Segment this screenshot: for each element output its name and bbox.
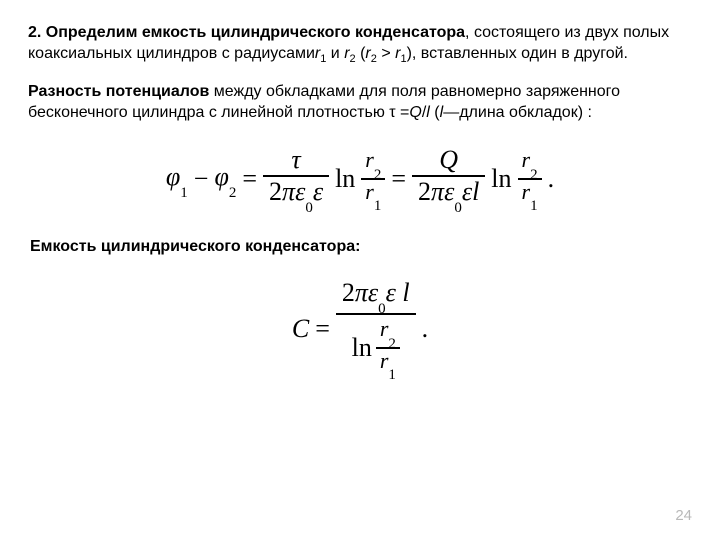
- eq2-C: C: [292, 314, 309, 344]
- eq1-eps-a: ε: [313, 177, 323, 206]
- eq2-r1sub: 1: [388, 367, 396, 383]
- eq1-l: l: [472, 177, 479, 206]
- eq2-eps: ε: [386, 278, 396, 307]
- p1-close: ), вставленных один в другой.: [407, 45, 628, 62]
- p1-lead: 2. Определим емкость цилиндрического кон…: [28, 24, 465, 41]
- eq1-two-a: 2: [269, 177, 282, 206]
- eq2-frac-r: r2 r1: [376, 317, 400, 378]
- intro-paragraph-2: Разность потенциалов между обкладками дл…: [28, 81, 692, 123]
- eq2-dot: .: [422, 314, 429, 344]
- p1-open: (: [356, 45, 366, 62]
- p2-paren-open: (: [430, 104, 440, 121]
- eq1-Q: Q: [439, 145, 458, 174]
- p2-lead: Разность потенциалов: [28, 83, 209, 100]
- p2-eq: =: [396, 104, 410, 121]
- eq1-minus: −: [194, 164, 209, 194]
- eq2-l: l: [402, 278, 409, 307]
- eq1-frac1: τ 2πε0ε: [263, 145, 329, 212]
- eq2-r2sub: 2: [388, 336, 396, 352]
- eq2-mainfrac: 2πε0ε l ln r2 r1: [336, 278, 416, 380]
- eq2-equals: =: [315, 314, 330, 344]
- eq1-r1sub-a: 1: [374, 198, 382, 214]
- eq1-frac-r-a: r2 r1: [361, 148, 385, 209]
- eq1-zero-a: 0: [305, 200, 313, 216]
- eq1-r2sub-b: 2: [530, 167, 538, 183]
- eq1-sub1: 1: [180, 185, 188, 201]
- eq1-two-b: 2: [418, 177, 431, 206]
- eq1-ln-b: ln: [491, 164, 511, 194]
- eq1-dot: .: [548, 164, 555, 194]
- intro-paragraph-1: 2. Определим емкость цилиндрического кон…: [28, 22, 692, 67]
- eq1-tau: τ: [291, 145, 300, 174]
- eq1-r1-b: r: [522, 179, 531, 204]
- eq1-phi2: φ: [214, 162, 228, 191]
- eq1-eps0-a: ε: [295, 177, 305, 206]
- potential-difference-formula: φ1 − φ2 = τ 2πε0ε ln r2 r1 = Q: [28, 145, 692, 212]
- eq2-pi: π: [355, 278, 368, 307]
- eq1-r2-a: r: [365, 147, 374, 172]
- eq1-r2-b: r: [522, 147, 531, 172]
- eq1-frac2: Q 2πε0εl: [412, 145, 485, 212]
- page-number: 24: [675, 507, 692, 524]
- capacitance-formula: C = 2πε0ε l ln r2 r1 .: [28, 278, 692, 380]
- eq1-ln-a: ln: [335, 164, 355, 194]
- p2-Q: Q: [409, 104, 421, 121]
- eq1-zero-b: 0: [454, 200, 462, 216]
- eq2-two: 2: [342, 278, 355, 307]
- p1-gt: >: [377, 45, 395, 62]
- eq1-frac-r-b: r2 r1: [518, 148, 542, 209]
- eq1-sub2: 2: [229, 185, 237, 201]
- eq1-eps-b: ε: [462, 177, 472, 206]
- eq2-zero: 0: [378, 301, 386, 317]
- eq1-equals-2: =: [391, 164, 406, 194]
- eq1-equals-1: =: [242, 164, 257, 194]
- eq1-pi-a: π: [282, 177, 295, 206]
- eq2-ln: ln: [352, 335, 372, 361]
- eq1-r2sub-a: 2: [374, 167, 382, 183]
- eq1-phi1: φ: [166, 162, 180, 191]
- p1-and: и: [326, 45, 344, 62]
- eq2-eps0: ε: [368, 278, 378, 307]
- eq1-pi-b: π: [431, 177, 444, 206]
- eq1-eps0-b: ε: [444, 177, 454, 206]
- eq1-r1-a: r: [365, 179, 374, 204]
- eq1-r1sub-b: 1: [530, 198, 538, 214]
- p2-dash: —длина об­кладок) :: [443, 104, 592, 121]
- capacitance-label: Емкость цилиндрического конденсатора:: [30, 238, 692, 256]
